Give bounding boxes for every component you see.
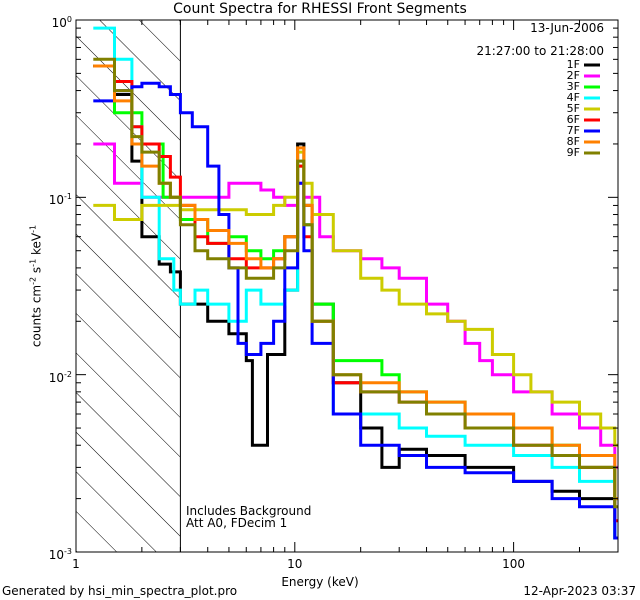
legend-label-8f: 8F	[566, 135, 580, 148]
series-7f	[93, 81, 618, 540]
legend-label-1f: 1F	[566, 58, 580, 71]
legend-date: 13-Jun-2006	[530, 21, 604, 35]
axis-ticks	[75, 19, 619, 553]
legend-label-2f: 2F	[566, 69, 580, 82]
x-axis-label: Energy (keV)	[281, 575, 359, 589]
legend-label-5f: 5F	[566, 102, 580, 115]
legend-label-7f: 7F	[566, 124, 580, 137]
legend-time-range: 21:27:00 to 21:28:00	[476, 44, 604, 58]
attenuator-hatch-region	[76, 20, 181, 552]
plot-frame	[75, 19, 619, 553]
legend-label-3f: 3F	[566, 80, 580, 93]
legend-swatches	[584, 63, 600, 155]
x-tick-label: 100	[502, 557, 526, 571]
y-tick-label: 10-1	[48, 192, 72, 208]
annotation-attenuator: Att A0, FDecim 1	[186, 516, 288, 530]
y-tick-label: 10-3	[48, 547, 72, 562]
y-axis-label: counts cm-2 s-1 keV-1	[28, 224, 44, 348]
y-tick-label: 100	[51, 15, 72, 30]
y-tick-label: 10-2	[48, 369, 72, 385]
legend-label-4f: 4F	[566, 91, 580, 104]
series-group	[93, 26, 618, 540]
legend-label-6f: 6F	[566, 113, 580, 126]
x-tick-label: 10	[287, 557, 303, 571]
footer-generated-by: Generated by hsi_min_spectra_plot.pro	[2, 584, 238, 598]
series-9f	[93, 57, 618, 509]
x-tick-label: 1	[72, 557, 80, 571]
footer-timestamp: 12-Apr-2023 03:37	[523, 584, 636, 598]
chart-title: Count Spectra for RHESSI Front Segments	[173, 1, 467, 17]
legend-label-9f: 9F	[566, 146, 580, 159]
annotation-background: Includes Background	[186, 504, 312, 518]
